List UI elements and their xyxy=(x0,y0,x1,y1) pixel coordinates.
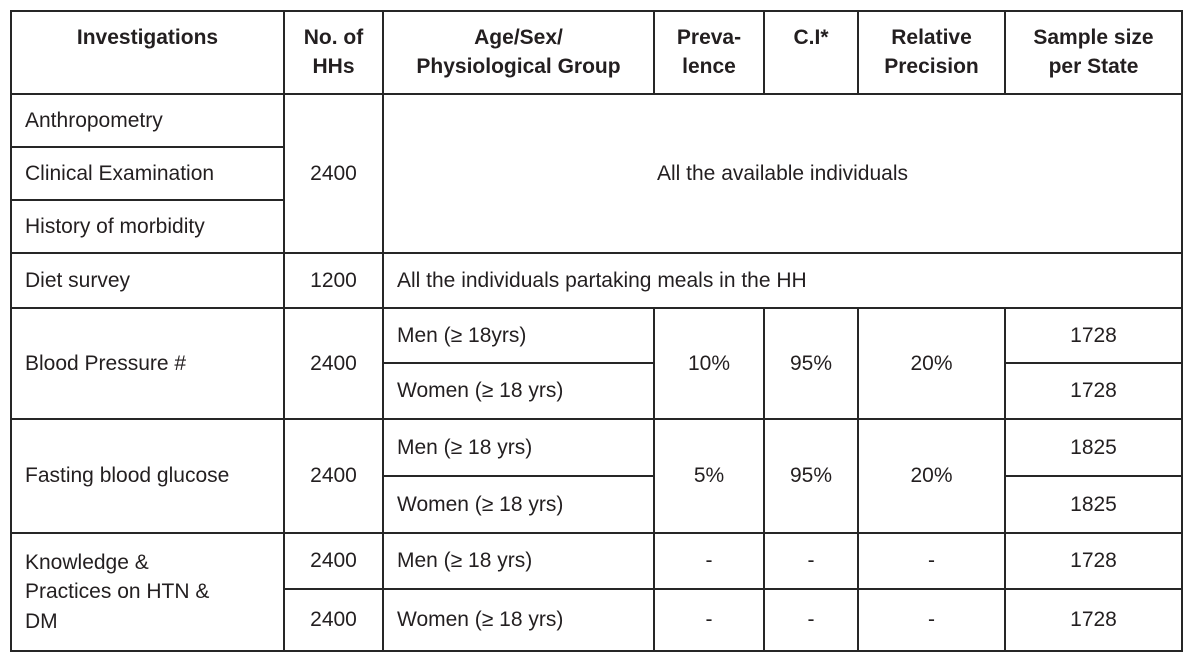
cell-investigation-clinical-examination: Clinical Examination xyxy=(10,146,285,201)
cell-sample-bp-women: 1728 xyxy=(1004,362,1183,420)
cell-hhs-diet: 1200 xyxy=(283,252,384,309)
cell-prevalence-bp: 10% xyxy=(653,307,765,420)
cell-prevalence-knowledge-women: - xyxy=(653,588,765,652)
header-line: Physiological Group xyxy=(416,55,621,79)
header-sample-size: Sample size per State xyxy=(1004,10,1183,95)
header-line: Sample size xyxy=(1033,26,1154,49)
cell-ci-knowledge-men: - xyxy=(763,532,859,590)
cell-hhs-fasting-glucose: 2400 xyxy=(283,418,384,534)
cell-sample-knowledge-men: 1728 xyxy=(1004,532,1183,590)
cell-ci-fbg: 95% xyxy=(763,418,859,534)
header-line: per State xyxy=(1048,55,1139,79)
sampling-design-table: Investigations No. of HHs Age/Sex/ Physi… xyxy=(10,10,1183,652)
cell-relative-precision-knowledge-women: - xyxy=(857,588,1006,652)
investigation-line: DM xyxy=(25,609,58,633)
cell-group-bp-men: Men (≥ 18yrs) xyxy=(382,307,655,364)
header-no-of-hhs: No. of HHs xyxy=(283,10,384,95)
table-row: 2400 Women (≥ 18 yrs) - - - 1728 xyxy=(11,588,1183,652)
cell-group-knowledge-women: Women (≥ 18 yrs) xyxy=(382,588,655,652)
cell-prevalence-knowledge-men: - xyxy=(653,532,765,590)
cell-sample-knowledge-women: 1728 xyxy=(1004,588,1183,652)
cell-hhs-section1: 2400 xyxy=(283,93,384,254)
cell-group-bp-women: Women (≥ 18 yrs) xyxy=(382,362,655,420)
cell-prevalence-fbg: 5% xyxy=(653,418,765,534)
cell-relative-precision-knowledge-men: - xyxy=(857,532,1006,590)
header-line: Investigations xyxy=(76,26,219,49)
cell-sample-bp-men: 1728 xyxy=(1004,307,1183,364)
cell-ci-bp: 95% xyxy=(763,307,859,420)
header-line: Age/Sex/ xyxy=(474,26,563,49)
cell-coverage-diet: All the individuals partaking meals in t… xyxy=(382,252,1183,309)
header-line: Preva- xyxy=(676,26,742,49)
cell-coverage-section1: All the available individuals xyxy=(382,93,1183,254)
cell-hhs-knowledge-men: 2400 xyxy=(283,532,384,590)
table-row: Fasting blood glucose 2400 Men (≥ 18 yrs… xyxy=(10,418,1183,534)
cell-group-fbg-men: Men (≥ 18 yrs) xyxy=(382,418,655,477)
cell-sample-fbg-women: 1825 xyxy=(1004,475,1183,534)
header-line: C.I* xyxy=(793,26,829,49)
cell-relative-precision-fbg: 20% xyxy=(857,418,1006,534)
cell-investigation-history-of-morbidity: History of morbidity xyxy=(10,199,285,254)
cell-group-fbg-women: Women (≥ 18 yrs) xyxy=(382,475,655,534)
cell-hhs-knowledge-women: 2400 xyxy=(283,588,384,652)
investigation-line: Knowledge & xyxy=(25,550,149,574)
header-line: No. of xyxy=(303,26,364,49)
cell-sample-fbg-men: 1825 xyxy=(1004,418,1183,477)
cell-investigation-knowledge-practices: Knowledge & Practices on HTN & DM xyxy=(10,532,285,652)
header-relative-precision: Relative Precision xyxy=(857,10,1006,95)
table-row: Women (≥ 18 yrs) 1728 xyxy=(11,362,1183,420)
header-investigations: Investigations xyxy=(10,10,285,95)
cell-investigation-anthropometry: Anthropometry xyxy=(10,93,285,148)
header-row: Investigations No. of HHs Age/Sex/ Physi… xyxy=(10,10,1183,95)
investigation-line: Practices on HTN & xyxy=(25,580,210,604)
table-row: Blood Pressure # 2400 Men (≥ 18yrs) 10% … xyxy=(10,307,1183,420)
header-age-sex-group: Age/Sex/ Physiological Group xyxy=(382,10,655,95)
header-line: Relative xyxy=(891,26,972,49)
cell-hhs-blood-pressure: 2400 xyxy=(283,307,384,420)
header-line: Precision xyxy=(884,55,979,79)
table-row: Women (≥ 18 yrs) 1825 xyxy=(11,475,1183,534)
cell-investigation-fasting-blood-glucose: Fasting blood glucose xyxy=(10,418,285,534)
table-row: Anthropometry 2400 All the available ind… xyxy=(10,93,1183,254)
table-row: Clinical Examination xyxy=(10,146,1182,201)
table-row: Diet survey 1200 All the individuals par… xyxy=(10,252,1183,309)
cell-investigation-diet-survey: Diet survey xyxy=(10,252,285,309)
cell-relative-precision-bp: 20% xyxy=(857,307,1006,420)
header-line: lence xyxy=(682,55,736,79)
cell-ci-knowledge-women: - xyxy=(763,588,859,652)
header-prevalence: Preva- lence xyxy=(653,10,765,95)
table-row: History of morbidity xyxy=(10,199,1182,254)
cell-group-knowledge-men: Men (≥ 18 yrs) xyxy=(382,532,655,590)
header-line: HHs xyxy=(312,55,355,79)
table-row: Knowledge & Practices on HTN & DM 2400 M… xyxy=(10,532,1183,652)
header-ci: C.I* xyxy=(763,10,859,95)
cell-investigation-blood-pressure: Blood Pressure # xyxy=(10,307,285,420)
